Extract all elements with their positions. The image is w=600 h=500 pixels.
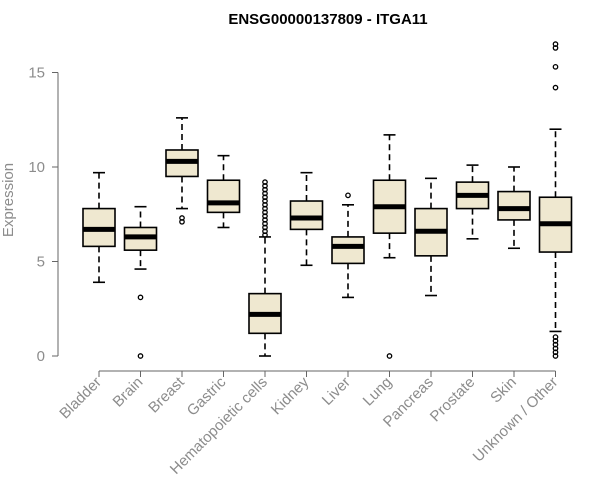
box-breast xyxy=(165,117,199,225)
box-liver xyxy=(331,192,365,299)
outlier-point xyxy=(552,334,559,340)
outlier-point xyxy=(262,179,268,185)
outlier-point xyxy=(552,84,559,91)
x-tick-label: Skin xyxy=(487,374,520,407)
iqr-box xyxy=(497,190,531,221)
outlier-point xyxy=(137,353,144,359)
x-tick-label: Prostate xyxy=(427,374,479,426)
iqr-box xyxy=(206,179,241,214)
iqr-box xyxy=(331,236,365,265)
y-tick-label: 0 xyxy=(37,348,45,365)
box-prostate xyxy=(455,164,490,240)
box-unknown-other xyxy=(538,41,573,359)
x-tick-label: Lung xyxy=(360,374,396,410)
iqr-box xyxy=(289,200,324,231)
outlier-point xyxy=(179,215,185,221)
outlier-point xyxy=(345,192,351,199)
x-tick-label: Brain xyxy=(110,374,147,411)
box-kidney xyxy=(289,171,324,267)
box-hematopoietic-cells xyxy=(248,179,282,357)
x-tick-label: Breast xyxy=(145,373,188,416)
box-lung xyxy=(372,134,407,359)
y-tick-label: 10 xyxy=(28,159,45,176)
chart-title: ENSG00000137809 - ITGA11 xyxy=(228,11,427,28)
box-brain xyxy=(123,205,158,359)
box-pancreas xyxy=(414,177,448,297)
outlier-point xyxy=(552,41,559,48)
x-tick-label: Bladder xyxy=(56,374,105,423)
y-tick-label: 5 xyxy=(37,254,45,271)
y-tick-label: 15 xyxy=(28,65,45,82)
outlier-point xyxy=(386,353,393,359)
y-axis: 0 5 10 15 xyxy=(28,65,59,365)
box-skin xyxy=(497,166,531,250)
outlier-point xyxy=(137,294,144,301)
box-bladder xyxy=(82,171,116,284)
x-tick-label: Kidney xyxy=(268,373,313,418)
x-tick-label: Liver xyxy=(319,374,354,409)
box-gastric xyxy=(206,154,241,229)
y-axis-label: Expression xyxy=(0,163,17,237)
plot-area xyxy=(82,41,573,359)
outlier-point xyxy=(552,63,559,70)
